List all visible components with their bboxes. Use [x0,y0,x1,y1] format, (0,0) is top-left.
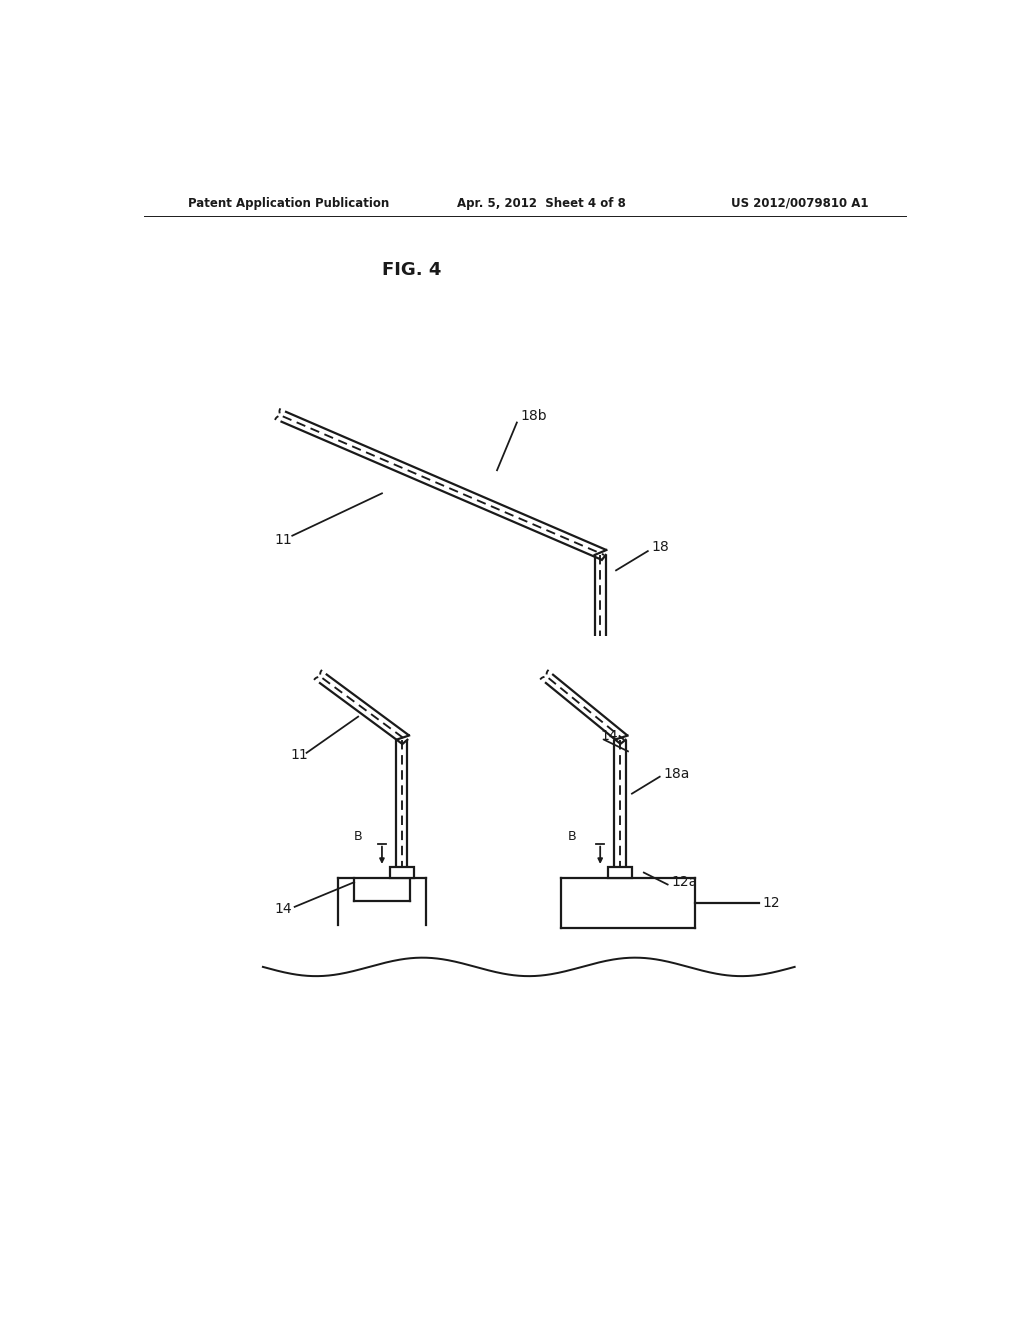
Text: 14: 14 [274,902,293,916]
Text: Patent Application Publication: Patent Application Publication [187,197,389,210]
Text: FIG. 4: FIG. 4 [382,261,441,279]
Text: B: B [568,829,577,842]
Text: 12: 12 [763,896,780,911]
Bar [389,867,414,878]
Text: 11: 11 [274,532,293,546]
Text: 18b: 18b [521,409,548,424]
Text: B: B [354,829,362,842]
Text: 18: 18 [652,540,670,554]
Text: 12a: 12a [672,875,698,890]
Text: 14: 14 [600,729,617,743]
Text: 18a: 18a [664,767,690,781]
Text: US 2012/0079810 A1: US 2012/0079810 A1 [731,197,868,210]
Bar [608,867,632,878]
Text: Apr. 5, 2012  Sheet 4 of 8: Apr. 5, 2012 Sheet 4 of 8 [458,197,627,210]
Text: 11: 11 [291,748,308,762]
